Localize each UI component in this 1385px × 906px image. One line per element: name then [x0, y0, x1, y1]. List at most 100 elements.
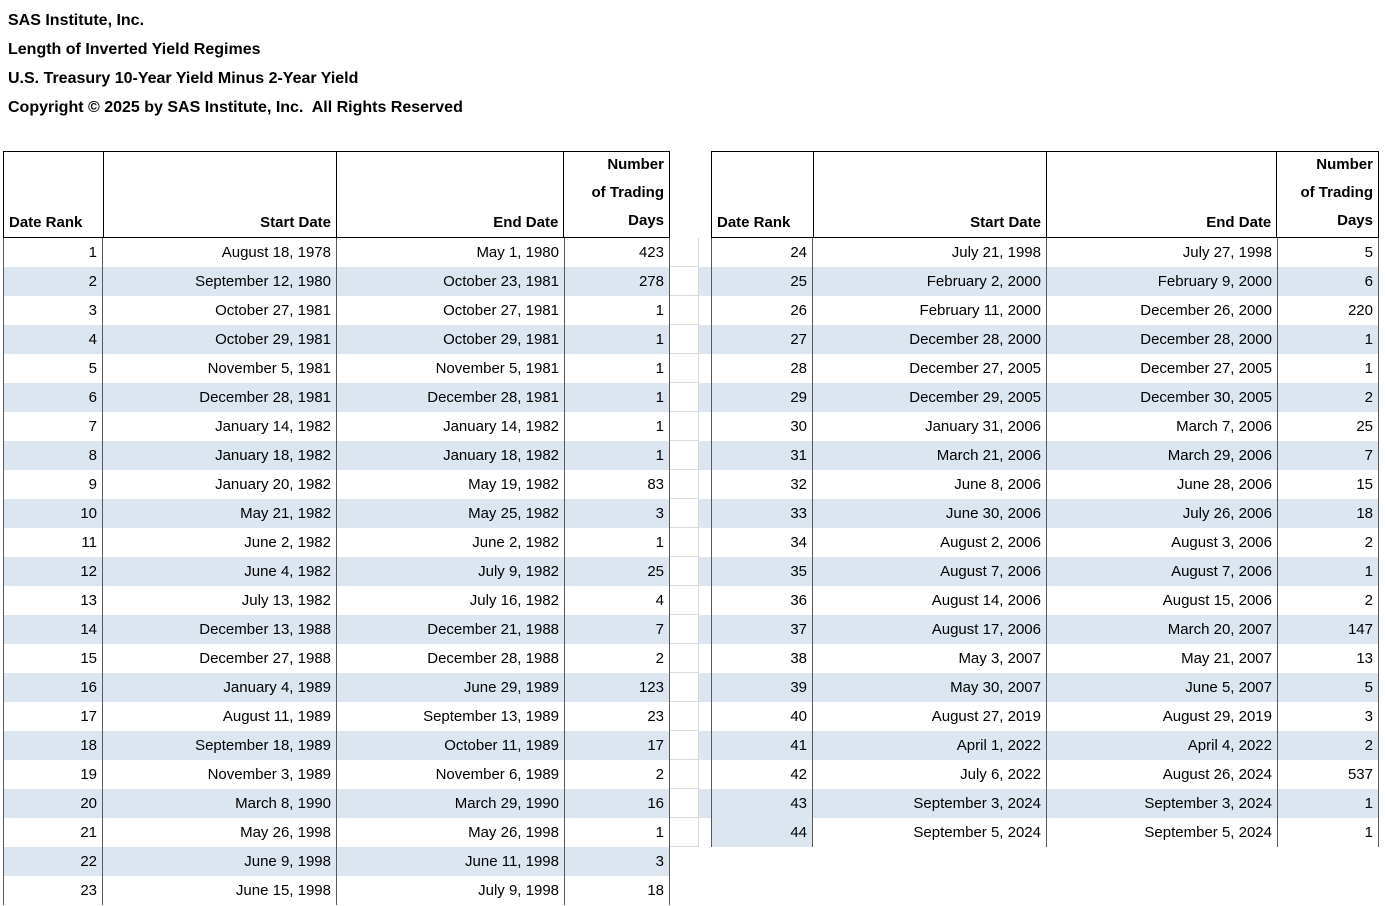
cell-end-date: August 3, 2006	[1047, 528, 1278, 557]
cell-end-date: July 26, 2006	[1047, 499, 1278, 528]
cell-start-date: May 21, 1982	[103, 499, 337, 528]
cell-end-date: March 29, 2006	[1047, 441, 1278, 470]
cell-trading-days: 18	[1278, 499, 1379, 528]
cell-trading-days: 1	[565, 528, 670, 557]
cell-trading-days: 1	[565, 354, 670, 383]
cell-date-rank: 38	[711, 644, 813, 673]
table-row: 38 May 3, 2007 May 21, 2007 13	[711, 644, 1379, 673]
company-name: SAS Institute, Inc.	[8, 12, 145, 29]
cell-trading-days: 6	[1278, 267, 1379, 296]
report-title: Length of Inverted Yield Regimes	[8, 41, 261, 58]
cell-start-date: September 12, 1980	[103, 267, 337, 296]
col-header-date-rank: Date Rank	[712, 152, 814, 237]
table-row: 7 January 14, 1982 January 14, 1982 1	[3, 412, 670, 441]
cell-end-date: May 19, 1982	[337, 470, 565, 499]
cell-date-rank: 18	[3, 731, 103, 760]
cell-start-date: August 7, 2006	[813, 557, 1047, 586]
table-row: 6 December 28, 1981 December 28, 1981 1	[3, 383, 670, 412]
cell-trading-days: 23	[565, 702, 670, 731]
table-row: 14 December 13, 1988 December 21, 1988 7	[3, 615, 670, 644]
cell-end-date: January 18, 1982	[337, 441, 565, 470]
cell-trading-days: 5	[1278, 238, 1379, 267]
cell-trading-days: 1	[1278, 818, 1379, 847]
cell-start-date: November 5, 1981	[103, 354, 337, 383]
cell-date-rank: 5	[3, 354, 103, 383]
cell-date-rank: 20	[3, 789, 103, 818]
cell-end-date: October 11, 1989	[337, 731, 565, 760]
cell-start-date: July 6, 2022	[813, 760, 1047, 789]
right-table-body: 24 July 21, 1998 July 27, 1998 5 25 Febr…	[711, 238, 1379, 847]
cell-start-date: September 3, 2024	[813, 789, 1047, 818]
table-row: 34 August 2, 2006 August 3, 2006 2	[711, 528, 1379, 557]
cell-end-date: May 25, 1982	[337, 499, 565, 528]
cell-start-date: October 27, 1981	[103, 296, 337, 325]
cell-end-date: December 30, 2005	[1047, 383, 1278, 412]
cell-start-date: August 18, 1978	[103, 238, 337, 267]
cell-start-date: August 11, 1989	[103, 702, 337, 731]
cell-date-rank: 6	[3, 383, 103, 412]
cell-trading-days: 1	[565, 441, 670, 470]
table-row: 10 May 21, 1982 May 25, 1982 3	[3, 499, 670, 528]
cell-start-date: December 13, 1988	[103, 615, 337, 644]
cell-date-rank: 27	[711, 325, 813, 354]
left-table-body: 1 August 18, 1978 May 1, 1980 423 2 Sept…	[3, 238, 670, 905]
table-row: 43 September 3, 2024 September 3, 2024 1	[711, 789, 1379, 818]
table-row: 25 February 2, 2000 February 9, 2000 6	[711, 267, 1379, 296]
cell-trading-days: 4	[565, 586, 670, 615]
cell-start-date: October 29, 1981	[103, 325, 337, 354]
cell-end-date: July 16, 1982	[337, 586, 565, 615]
cell-start-date: June 4, 1982	[103, 557, 337, 586]
cell-trading-days: 3	[565, 847, 670, 876]
cell-start-date: June 15, 1998	[103, 876, 337, 905]
cell-start-date: June 8, 2006	[813, 470, 1047, 499]
table-row: 13 July 13, 1982 July 16, 1982 4	[3, 586, 670, 615]
col-header-start-date: Start Date	[104, 152, 337, 237]
cell-trading-days: 2	[1278, 528, 1379, 557]
cell-date-rank: 2	[3, 267, 103, 296]
cell-trading-days: 1	[565, 818, 670, 847]
table-row: 3 October 27, 1981 October 27, 1981 1	[3, 296, 670, 325]
cell-trading-days: 15	[1278, 470, 1379, 499]
cell-trading-days: 1	[1278, 354, 1379, 383]
table-row: 21 May 26, 1998 May 26, 1998 1	[3, 818, 670, 847]
cell-end-date: September 5, 2024	[1047, 818, 1278, 847]
cell-date-rank: 22	[3, 847, 103, 876]
cell-end-date: July 27, 1998	[1047, 238, 1278, 267]
table-row: 16 January 4, 1989 June 29, 1989 123	[3, 673, 670, 702]
cell-end-date: November 6, 1989	[337, 760, 565, 789]
cell-date-rank: 31	[711, 441, 813, 470]
cell-date-rank: 43	[711, 789, 813, 818]
table-row: 26 February 11, 2000 December 26, 2000 2…	[711, 296, 1379, 325]
cell-trading-days: 16	[565, 789, 670, 818]
cell-date-rank: 23	[3, 876, 103, 905]
left-table: Date Rank Start Date End Date Number of …	[3, 151, 670, 905]
cell-trading-days: 123	[565, 673, 670, 702]
cell-date-rank: 40	[711, 702, 813, 731]
cell-start-date: March 21, 2006	[813, 441, 1047, 470]
table-row: 39 May 30, 2007 June 5, 2007 5	[711, 673, 1379, 702]
cell-date-rank: 30	[711, 412, 813, 441]
right-table: Date Rank Start Date End Date Number of …	[711, 151, 1379, 847]
cell-date-rank: 11	[3, 528, 103, 557]
cell-date-rank: 17	[3, 702, 103, 731]
cell-end-date: December 28, 2000	[1047, 325, 1278, 354]
cell-trading-days: 17	[565, 731, 670, 760]
cell-start-date: May 3, 2007	[813, 644, 1047, 673]
cell-start-date: December 29, 2005	[813, 383, 1047, 412]
col-header-trading-days: Number of Trading Days	[591, 156, 665, 229]
cell-date-rank: 19	[3, 760, 103, 789]
cell-date-rank: 34	[711, 528, 813, 557]
cell-date-rank: 1	[3, 238, 103, 267]
table-row: 33 June 30, 2006 July 26, 2006 18	[711, 499, 1379, 528]
cell-start-date: September 5, 2024	[813, 818, 1047, 847]
cell-end-date: March 20, 2007	[1047, 615, 1278, 644]
cell-end-date: June 11, 1998	[337, 847, 565, 876]
cell-start-date: August 17, 2006	[813, 615, 1047, 644]
cell-start-date: March 8, 1990	[103, 789, 337, 818]
cell-trading-days: 3	[1278, 702, 1379, 731]
report-header: SAS Institute, Inc. Length of Inverted Y…	[8, 6, 463, 122]
cell-start-date: February 2, 2000	[813, 267, 1047, 296]
cell-date-rank: 4	[3, 325, 103, 354]
table-row: 41 April 1, 2022 April 4, 2022 2	[711, 731, 1379, 760]
